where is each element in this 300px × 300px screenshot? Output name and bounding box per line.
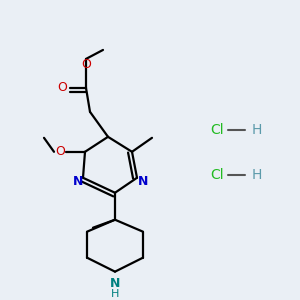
Text: N: N — [110, 277, 120, 290]
Text: O: O — [57, 81, 67, 94]
Text: O: O — [55, 145, 65, 158]
Text: N: N — [138, 175, 148, 188]
Text: Cl: Cl — [210, 123, 224, 137]
Text: H: H — [252, 123, 262, 137]
Text: O: O — [81, 58, 91, 71]
Text: N: N — [73, 175, 83, 188]
Text: Cl: Cl — [210, 168, 224, 182]
Text: H: H — [111, 289, 119, 298]
Text: H: H — [252, 168, 262, 182]
